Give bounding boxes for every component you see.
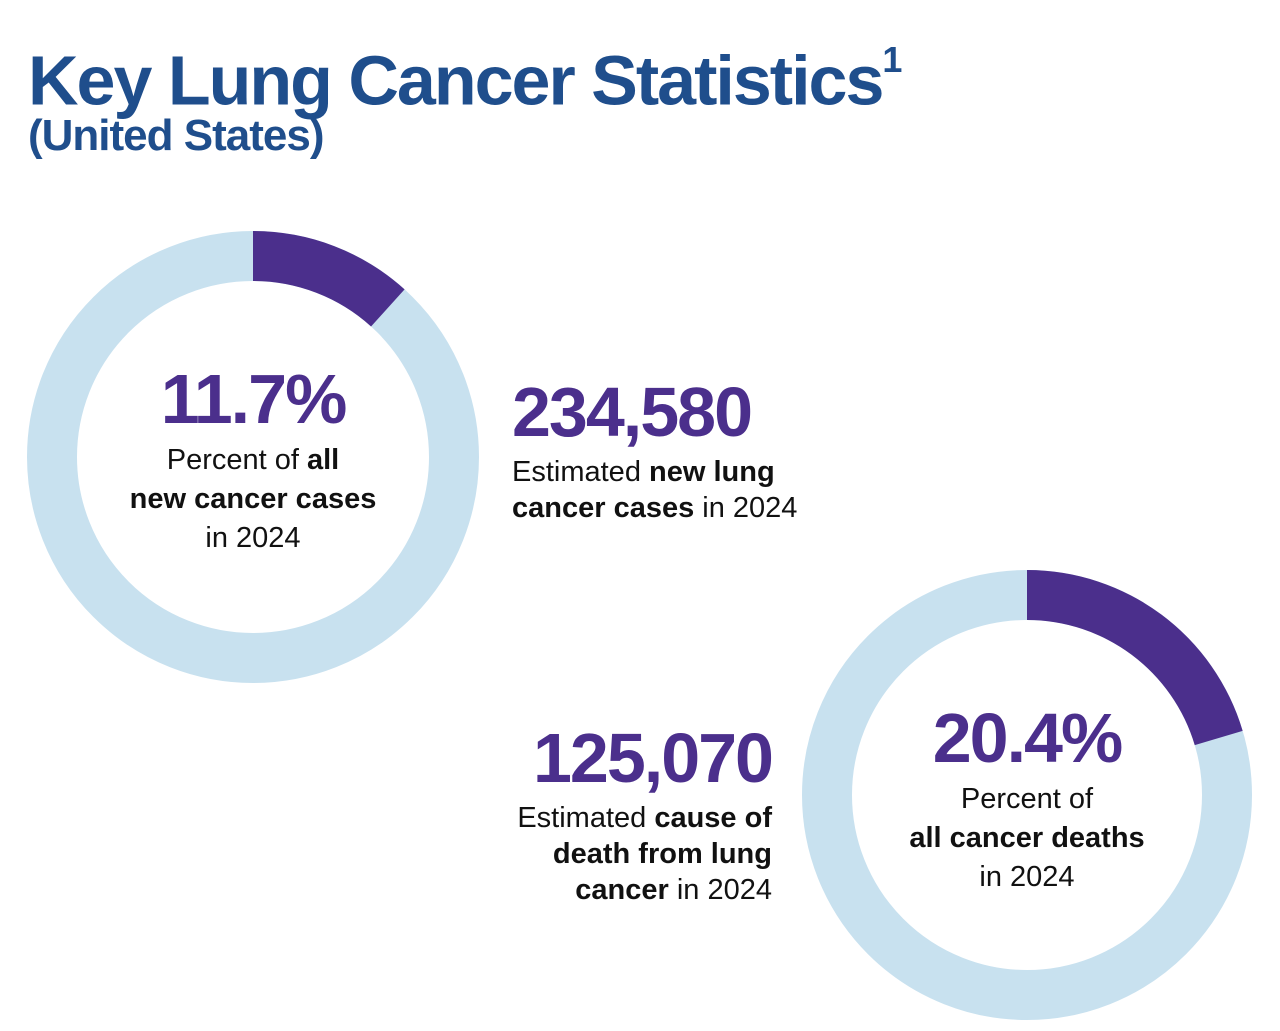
deaths-donut-chart: 20.4% Percent of all cancer deaths in 20… [802, 570, 1252, 1020]
new-cases-count-label-year: in 2024 [694, 492, 798, 524]
deaths-percent-label: Percent of all cancer deaths in 2024 [802, 780, 1252, 897]
new-cases-percent-label-emphasis-2: new cancer cases [129, 483, 377, 515]
deaths-percent-label-text: Percent of [960, 783, 1094, 815]
deaths-count-label-emphasis-3: cancer [575, 874, 669, 906]
deaths-donut-arc [1027, 570, 1243, 746]
new-cases-donut-arc [253, 231, 405, 327]
page-subtitle: (United States) [28, 111, 324, 160]
new-cases-donut-svg [27, 231, 479, 683]
deaths-percent-label-emphasis: all cancer deaths [909, 822, 1145, 854]
deaths-count-label-year: in 2024 [668, 874, 772, 906]
deaths-stat: 125,070 Estimated cause of death from lu… [517, 716, 774, 908]
deaths-count-label-emphasis: cause of [654, 802, 772, 834]
deaths-donut-center: 20.4% Percent of all cancer deaths in 20… [802, 696, 1252, 897]
new-cases-percent-value: 11.7% [160, 360, 348, 438]
deaths-percent-value: 20.4% [932, 699, 1123, 777]
new-cases-count-label: Estimated new lung cancer cases in 2024 [512, 454, 797, 526]
new-cases-donut-center: 11.7% Percent of all new cancer cases in… [27, 357, 479, 558]
new-cases-count-value: 234,580 [512, 373, 753, 451]
new-cases-percent-label-text: Percent of [166, 444, 307, 476]
page-title: Key Lung Cancer Statistics1 [28, 26, 902, 122]
deaths-count-value: 125,070 [532, 719, 774, 797]
new-cases-percent-label: Percent of all new cancer cases in 2024 [27, 441, 479, 558]
footnote-marker: 1 [882, 39, 903, 80]
new-cases-donut-chart: 11.7% Percent of all new cancer cases in… [27, 231, 479, 683]
deaths-count-label-text: Estimated [517, 802, 655, 834]
new-cases-percent-label-year: in 2024 [205, 522, 301, 554]
new-cases-percent-label-emphasis: all [307, 444, 340, 476]
page-title-text: Key Lung Cancer Statistics [28, 41, 884, 120]
new-cases-count-label-emphasis-2: cancer cases [512, 492, 695, 524]
new-cases-count-label-text: Estimated [512, 456, 649, 488]
deaths-count-label-emphasis-2: death from lung [552, 838, 772, 870]
deaths-donut-svg [802, 570, 1252, 1020]
deaths-percent-label-year: in 2024 [979, 861, 1075, 893]
new-cases-count-label-emphasis: new lung [649, 456, 775, 488]
deaths-count-label: Estimated cause of death from lung cance… [517, 800, 772, 908]
new-cases-stat: 234,580 Estimated new lung cancer cases … [512, 370, 797, 526]
